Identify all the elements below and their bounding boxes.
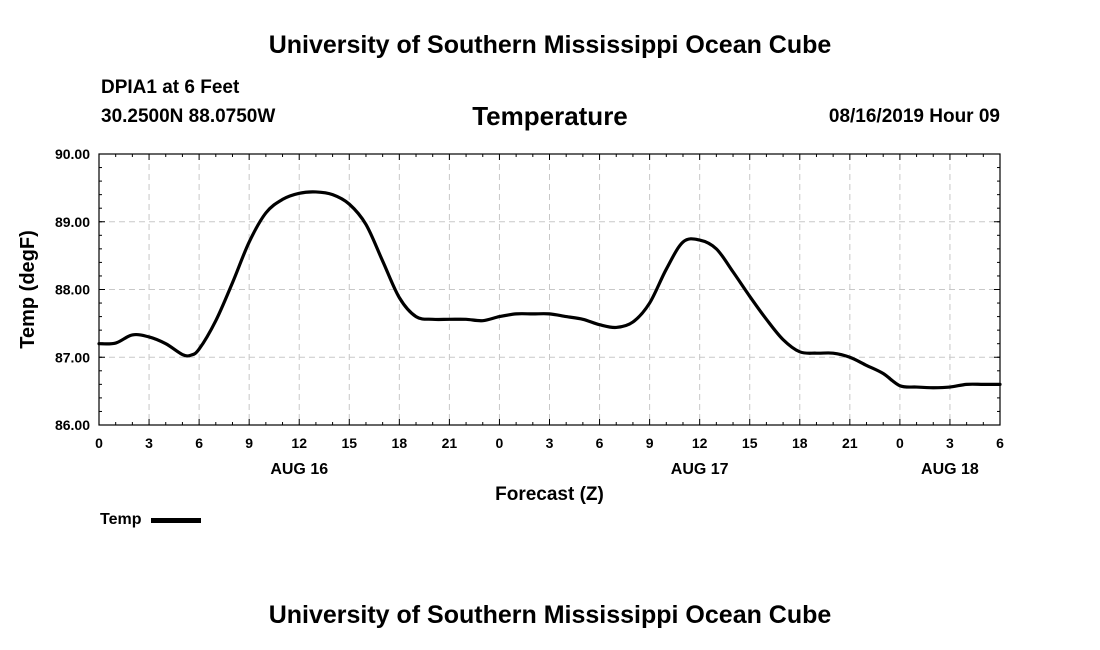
x-tick-label: 21 xyxy=(442,435,458,451)
date-label: AUG 17 xyxy=(671,461,729,478)
x-tick-label: 15 xyxy=(742,435,758,451)
date-label: AUG 16 xyxy=(270,461,328,478)
x-tick-label: 6 xyxy=(596,435,604,451)
y-tick-label: 90.00 xyxy=(55,146,90,162)
x-tick-label: 9 xyxy=(646,435,654,451)
y-tick-label: 89.00 xyxy=(55,214,90,230)
date-label: AUG 18 xyxy=(921,461,979,478)
axis-labels: 0 3 6 9 12 15 18 21 0 3 6 9 12 15 18 21 0 3 6 86.00 87.00 88.… xyxy=(17,146,1004,505)
plot-frame xyxy=(98,153,1001,426)
x-tick-label: 0 xyxy=(496,435,504,451)
legend-label: Temp xyxy=(100,511,142,528)
y-tick-label: 87.00 xyxy=(55,349,90,365)
x-tick-label: 12 xyxy=(291,435,307,451)
x-tick-label: 12 xyxy=(692,435,708,451)
legend-line-swatch xyxy=(151,517,202,523)
x-tick-label: 0 xyxy=(95,435,103,451)
x-tick-label: 3 xyxy=(546,435,554,451)
axes xyxy=(98,153,1001,426)
x-tick-label: 3 xyxy=(145,435,153,451)
station-label: DPIA1 at 6 Feet xyxy=(101,77,240,98)
series-line-temp xyxy=(97,190,1002,390)
x-tick-label: 9 xyxy=(245,435,253,451)
x-tick-label: 18 xyxy=(792,435,808,451)
series-layer xyxy=(97,190,1002,390)
grid xyxy=(99,154,1000,425)
x-tick-label: 6 xyxy=(195,435,203,451)
legend: Temp xyxy=(100,509,202,531)
y-tick-label: 88.00 xyxy=(55,282,90,298)
x-tick-label: 18 xyxy=(392,435,408,451)
y-axis-title: Temp (degF) xyxy=(17,230,39,349)
forecast-datetime: 08/16/2019 Hour 09 xyxy=(828,106,1000,127)
bottom-title: University of Southern Mississippi Ocean… xyxy=(268,601,832,629)
x-axis-title: Forecast (Z) xyxy=(495,484,604,505)
top-title: University of Southern Mississippi Ocean… xyxy=(268,31,832,59)
x-tick-label: 3 xyxy=(946,435,954,451)
coordinates-label: 30.2500N 88.0750W xyxy=(101,106,276,127)
x-tick-label: 6 xyxy=(996,435,1004,451)
x-tick-label: 0 xyxy=(896,435,904,451)
chart-title: Temperature xyxy=(472,101,628,131)
x-tick-label: 15 xyxy=(341,435,357,451)
x-tick-label: 21 xyxy=(842,435,858,451)
y-tick-label: 86.00 xyxy=(55,417,90,433)
